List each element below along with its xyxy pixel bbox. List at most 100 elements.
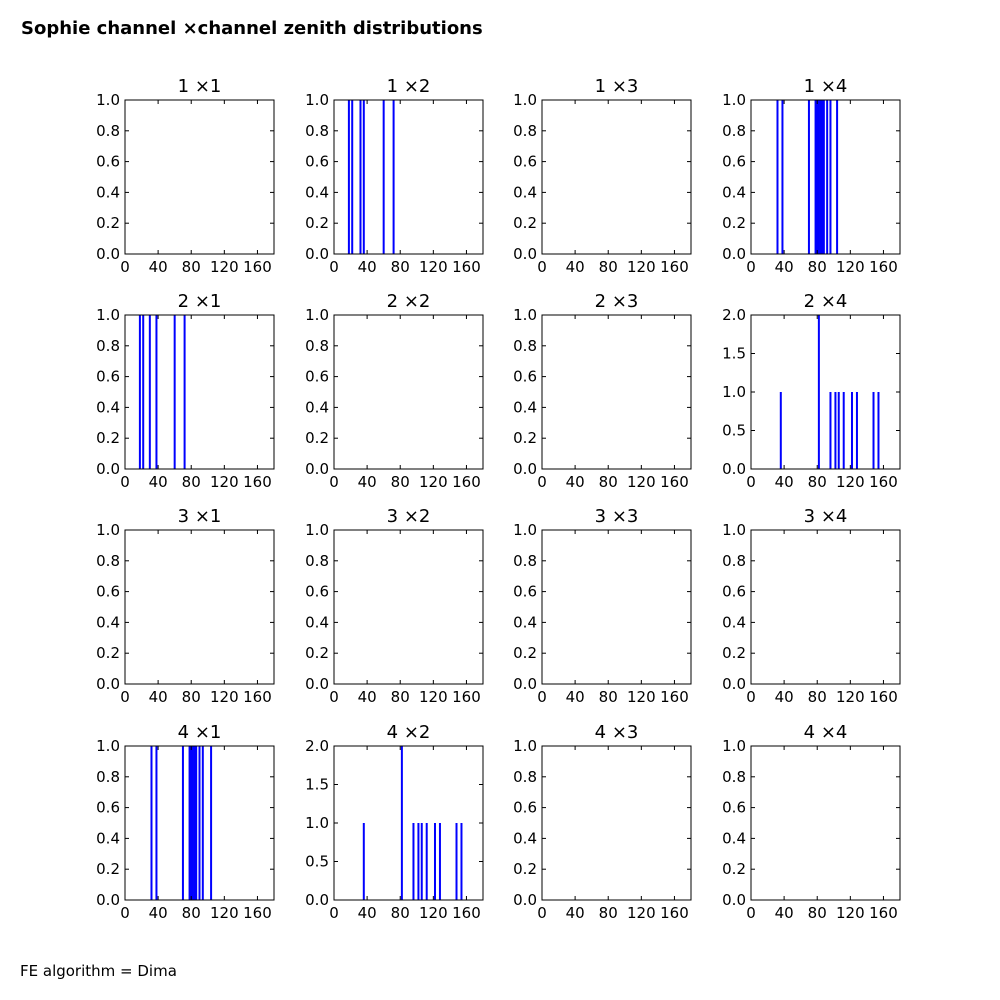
y-tick-label: 0.4	[722, 183, 746, 201]
axes-frame	[333, 314, 484, 470]
x-tick-label: 80	[599, 258, 618, 276]
subplot-2: 1 ×2 0.0 0.2 0.4 0.6 0.8 1.0 0 40 80 120 160	[305, 76, 484, 276]
y-tick-label: 0.8	[513, 552, 537, 570]
x-tick-label: 160	[869, 688, 898, 706]
subplot-title: 4 ×3	[595, 722, 639, 743]
y-tick-label: 1.5	[305, 776, 329, 794]
x-tick-label: 120	[836, 258, 865, 276]
subplot-title: 2 ×4	[804, 291, 848, 312]
y-tick-label: 0.5	[722, 422, 746, 440]
y-tick-label: 0.2	[513, 644, 537, 662]
x-tick-label: 0	[537, 904, 547, 922]
x-tick-label: 160	[869, 473, 898, 491]
y-tick-label: 0.8	[513, 768, 537, 786]
y-tick-label: 0.5	[305, 853, 329, 871]
x-tick-label: 120	[419, 904, 448, 922]
y-tick-label: 0.2	[96, 644, 120, 662]
x-tick-label: 120	[210, 258, 239, 276]
x-tick-label: 40	[149, 473, 168, 491]
x-tick-label: 80	[182, 904, 201, 922]
y-tick-label: 0.8	[96, 768, 120, 786]
y-tick-label: 1.0	[722, 91, 746, 109]
subplot-10: 3 ×2 0.0 0.2 0.4 0.6 0.8 1.0 0 40 80 120 160	[305, 506, 484, 706]
y-tick-label: 0.2	[513, 860, 537, 878]
x-tick-label: 160	[452, 258, 481, 276]
x-tick-label: 120	[836, 688, 865, 706]
subplot-title: 4 ×1	[178, 722, 222, 743]
y-tick-label: 0.8	[96, 337, 120, 355]
y-tick-label: 0.8	[305, 552, 329, 570]
x-tick-label: 120	[419, 688, 448, 706]
x-tick-label: 80	[182, 258, 201, 276]
subplot-title: 3 ×4	[804, 506, 848, 527]
subplot-title: 1 ×4	[804, 76, 848, 97]
y-tick-label: 0.8	[722, 122, 746, 140]
x-tick-label: 80	[599, 904, 618, 922]
y-tick-label: 0.4	[96, 613, 120, 631]
subplot-title: 2 ×2	[387, 291, 431, 312]
y-tick-label: 0.4	[305, 398, 329, 416]
x-tick-label: 120	[210, 688, 239, 706]
x-tick-label: 0	[537, 473, 547, 491]
y-tick-label: 1.5	[722, 345, 746, 363]
y-tick-label: 0.0	[305, 245, 329, 263]
y-tick-label: 0.8	[96, 552, 120, 570]
y-tick-label: 0.2	[722, 214, 746, 232]
y-tick-label: 2.0	[722, 306, 746, 324]
y-tick-label: 0.4	[513, 183, 537, 201]
x-tick-label: 40	[149, 904, 168, 922]
x-tick-label: 80	[808, 473, 827, 491]
subplot-title: 3 ×1	[178, 506, 222, 527]
x-tick-label: 40	[775, 473, 794, 491]
x-tick-label: 160	[452, 904, 481, 922]
y-tick-label: 0.2	[513, 214, 537, 232]
y-tick-label: 0.8	[722, 552, 746, 570]
y-tick-label: 0.8	[96, 122, 120, 140]
subplot-title: 1 ×2	[387, 76, 431, 97]
y-tick-label: 0.0	[96, 891, 120, 909]
x-tick-label: 120	[627, 258, 656, 276]
subplot-1: 1 ×1 0.0 0.2 0.4 0.6 0.8 1.0 0 40 80 120 160	[96, 76, 275, 276]
x-tick-label: 80	[599, 688, 618, 706]
y-tick-label: 0.4	[722, 613, 746, 631]
y-tick-label: 0.8	[305, 122, 329, 140]
y-tick-label: 0.2	[96, 214, 120, 232]
x-tick-label: 0	[537, 258, 547, 276]
subplot-4: 1 ×4 0.0 0.2 0.4 0.6 0.8 1.0 0 40 80 120 160	[722, 76, 901, 276]
subplot-7: 2 ×3 0.0 0.2 0.4 0.6 0.8 1.0 0 40 80 120 160	[513, 291, 692, 491]
x-tick-label: 0	[329, 904, 339, 922]
x-tick-label: 160	[243, 473, 272, 491]
y-tick-label: 1.0	[305, 814, 329, 832]
x-tick-label: 120	[419, 473, 448, 491]
x-tick-label: 160	[452, 473, 481, 491]
subplot-14: 4 ×2 0.0 0.5 1.0 1.5 2.0 0 40 80 120 160	[305, 722, 484, 922]
axes-frame	[333, 529, 484, 685]
axes-frame	[124, 529, 275, 685]
y-tick-label: 0.6	[513, 368, 537, 386]
axes-frame	[124, 99, 275, 255]
subplot-11: 3 ×3 0.0 0.2 0.4 0.6 0.8 1.0 0 40 80 120 160	[513, 506, 692, 706]
y-tick-label: 0.6	[96, 583, 120, 601]
y-tick-label: 0.8	[513, 122, 537, 140]
x-tick-label: 80	[391, 258, 410, 276]
x-tick-label: 80	[808, 258, 827, 276]
y-tick-label: 0.0	[722, 460, 746, 478]
x-tick-label: 0	[746, 473, 756, 491]
y-tick-label: 0.8	[513, 337, 537, 355]
x-tick-label: 40	[566, 258, 585, 276]
y-tick-label: 0.0	[305, 675, 329, 693]
x-tick-label: 40	[775, 258, 794, 276]
y-tick-label: 0.6	[96, 368, 120, 386]
x-tick-label: 40	[149, 258, 168, 276]
y-tick-label: 0.4	[96, 183, 120, 201]
y-tick-label: 1.0	[305, 521, 329, 539]
x-tick-label: 160	[243, 688, 272, 706]
subplot-title: 4 ×2	[387, 722, 431, 743]
subplot-title: 1 ×1	[178, 76, 222, 97]
x-tick-label: 160	[660, 258, 689, 276]
x-tick-label: 80	[182, 473, 201, 491]
y-tick-label: 0.6	[513, 153, 537, 171]
y-tick-label: 0.4	[513, 829, 537, 847]
y-tick-label: 1.0	[513, 737, 537, 755]
axes-frame	[124, 314, 275, 470]
